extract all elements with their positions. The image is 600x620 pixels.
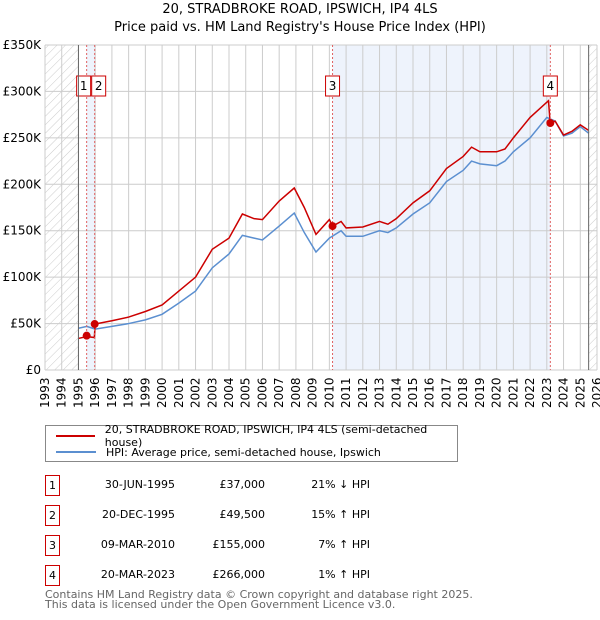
sale-point <box>546 119 555 127</box>
y-tick-label: £100K <box>3 270 43 284</box>
sale-price: £155,000 <box>212 538 266 551</box>
chart-subtitle: Price paid vs. HM Land Registry's House … <box>114 20 486 35</box>
x-tick-label: 2018 <box>456 377 470 408</box>
sale-date: 30-JUN-1995 <box>104 478 175 491</box>
x-tick-label: 2011 <box>339 377 353 408</box>
x-tick-label: 2026 <box>590 377 600 408</box>
sale-date: 20-MAR-2023 <box>100 568 175 581</box>
x-tick-label: 2023 <box>540 377 554 408</box>
y-tick-label: £150K <box>3 224 43 238</box>
x-tick-label: 2009 <box>306 377 320 408</box>
sale-label: 2 <box>95 79 103 93</box>
sale-date: 09-MAR-2010 <box>100 538 175 551</box>
sale-hpi-diff: 1% ↑ HPI <box>318 568 370 581</box>
y-tick-label: £300K <box>3 84 43 98</box>
x-tick-label: 2002 <box>189 377 203 408</box>
footer-line1: Contains HM Land Registry data © Crown c… <box>45 588 473 601</box>
x-tick-label: 1998 <box>122 377 136 408</box>
x-tick-label: 1999 <box>138 377 152 408</box>
x-tick-label: 2007 <box>272 377 286 408</box>
sale-hpi-diff: 21% ↓ HPI <box>311 478 370 491</box>
x-tick-label: 2000 <box>155 377 169 408</box>
x-tick-label: 2019 <box>473 377 487 408</box>
x-tick-label: 2015 <box>406 377 420 408</box>
hatched-region-after <box>588 45 597 370</box>
footer: Contains HM Land Registry data © Crown c… <box>45 588 473 611</box>
sale-row: 1 30-JUN-1995 £37,000 21% ↓ HPI <box>45 475 465 496</box>
x-tick-label: 2003 <box>205 377 219 408</box>
legend-swatch-red <box>56 435 95 437</box>
sale-point <box>90 320 99 329</box>
sale-point <box>82 331 91 340</box>
sale-number: 2 <box>45 505 60 526</box>
sale-label: 4 <box>547 79 555 93</box>
x-tick-label: 2025 <box>573 377 587 408</box>
legend-item-hpi: HPI: Average price, semi-detached house,… <box>56 444 381 460</box>
sale-number: 1 <box>45 475 60 496</box>
legend-item-property: 20, STRADBROKE ROAD, IPSWICH, IP4 4LS (s… <box>56 423 457 449</box>
sale-number: 4 <box>45 565 60 586</box>
sale-label-box <box>542 75 558 97</box>
x-tick-label: 2016 <box>423 377 437 408</box>
x-tick-label: 2017 <box>439 377 453 408</box>
property-price-line <box>78 99 590 340</box>
sale-label: 3 <box>329 79 337 93</box>
sale-label: 1 <box>80 79 88 93</box>
sale-price: £266,000 <box>212 568 266 581</box>
legend-label: HPI: Average price, semi-detached house,… <box>106 445 381 459</box>
x-tick-label: 2014 <box>389 377 403 408</box>
sale-label-box <box>91 75 107 97</box>
sale-label-box <box>325 75 341 97</box>
x-tick-label: 2024 <box>557 377 571 408</box>
sale-date: 20-DEC-1995 <box>101 508 175 521</box>
sale-hpi-diff: 7% ↑ HPI <box>318 538 370 551</box>
shaded-ownership-2 <box>332 45 551 370</box>
y-tick-label: £200K <box>3 177 43 191</box>
chart-title: 20, STRADBROKE ROAD, IPSWICH, IP4 4LS <box>162 2 438 17</box>
x-tick-label: 2020 <box>490 377 504 408</box>
x-tick-label: 2008 <box>289 377 303 408</box>
sale-price: £49,500 <box>219 508 266 521</box>
sale-row: 3 09-MAR-2010 £155,000 7% ↑ HPI <box>45 535 465 556</box>
x-tick-label: 1993 <box>38 377 52 408</box>
x-tick-label: 2013 <box>373 377 387 408</box>
sale-point <box>328 222 337 231</box>
x-tick-label: 1996 <box>88 377 102 408</box>
legend: 20, STRADBROKE ROAD, IPSWICH, IP4 4LS (s… <box>45 423 458 462</box>
x-tick-label: 2012 <box>356 377 370 408</box>
shaded-ownership-1 <box>86 45 95 370</box>
x-tick-label: 2022 <box>523 377 537 408</box>
x-tick-label: 2021 <box>506 377 520 408</box>
legend-swatch-blue <box>56 451 96 453</box>
y-tick-label: £0 <box>26 363 41 377</box>
sale-label-box <box>76 75 92 97</box>
y-tick-label: £250K <box>3 131 43 145</box>
x-tick-label: 2010 <box>322 377 336 408</box>
x-tick-label: 2001 <box>172 377 186 408</box>
sale-row: 2 20-DEC-1995 £49,500 15% ↑ HPI <box>45 505 465 526</box>
sale-number: 3 <box>45 535 60 556</box>
y-tick-label: £50K <box>10 317 42 331</box>
y-tick-label: £350K <box>3 38 43 52</box>
x-tick-label: 1997 <box>105 377 119 408</box>
x-tick-label: 1994 <box>55 377 69 408</box>
x-tick-label: 2004 <box>222 377 236 408</box>
sale-price: £37,000 <box>219 478 266 491</box>
x-tick-label: 2006 <box>255 377 269 408</box>
x-tick-label: 1995 <box>71 377 85 408</box>
hpi-line <box>78 116 590 330</box>
legend-label: 20, STRADBROKE ROAD, IPSWICH, IP4 4LS (s… <box>104 423 428 449</box>
sale-hpi-diff: 15% ↑ HPI <box>311 508 370 521</box>
sale-row: 4 20-MAR-2023 £266,000 1% ↑ HPI <box>45 565 465 586</box>
footer-line2: This data is licensed under the Open Gov… <box>45 598 396 611</box>
x-tick-label: 2005 <box>239 377 253 408</box>
price-chart: 1 2 3 4 1993 1994 1995 1996 1997 1998 1999 2000 2001… <box>3 38 600 408</box>
